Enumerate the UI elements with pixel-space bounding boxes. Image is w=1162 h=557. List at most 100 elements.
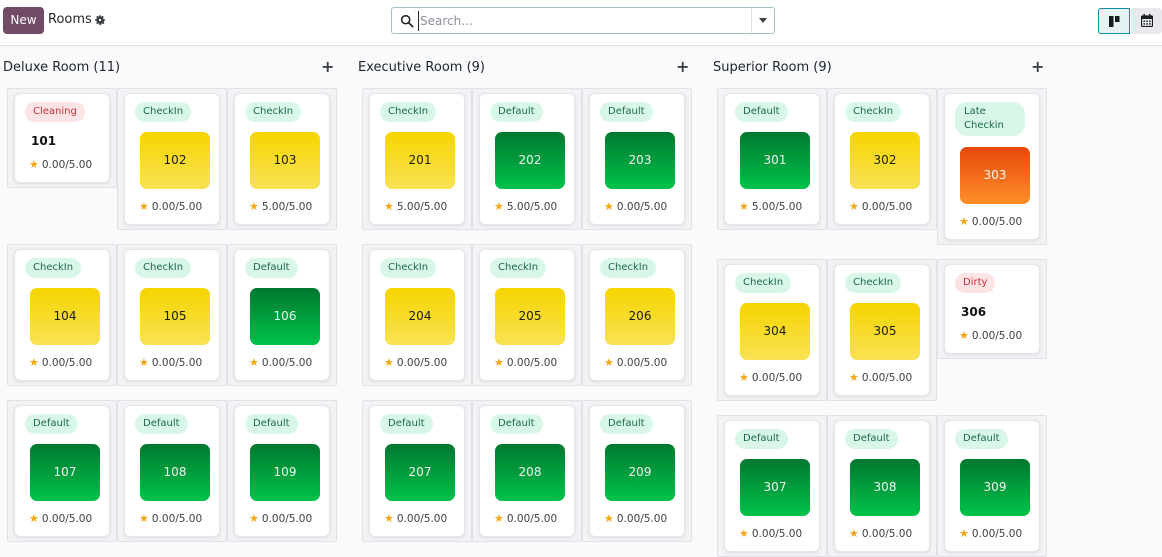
- rating: ★ 0.00/5.00: [29, 512, 92, 525]
- star-icon[interactable]: ★: [604, 512, 614, 525]
- star-icon[interactable]: ★: [494, 356, 504, 369]
- room-tile: 203: [605, 132, 675, 189]
- rating-value: 0.00/5.00: [616, 513, 668, 525]
- room-card[interactable]: Default 107 ★ 0.00/5.00: [14, 405, 110, 537]
- chevron-down-icon[interactable]: [759, 18, 767, 23]
- room-card[interactable]: Default 309 ★ 0.00/5.00: [944, 420, 1040, 552]
- status-badge: CheckIn: [735, 273, 792, 293]
- room-tile: 302: [850, 132, 920, 189]
- status-badge: CheckIn: [845, 102, 902, 122]
- star-icon[interactable]: ★: [959, 527, 969, 540]
- star-icon[interactable]: ★: [849, 200, 859, 213]
- search-input[interactable]: [418, 11, 748, 31]
- room-card[interactable]: CheckIn 105 ★ 0.00/5.00: [124, 249, 220, 381]
- add-card-button[interactable]: +: [321, 57, 335, 76]
- room-card[interactable]: Default 307 ★ 0.00/5.00: [724, 420, 820, 552]
- rating: ★ 0.00/5.00: [604, 356, 667, 369]
- star-icon[interactable]: ★: [959, 215, 969, 228]
- room-card[interactable]: Default 202 ★ 5.00/5.00: [479, 93, 575, 225]
- rating-value: 0.00/5.00: [41, 357, 93, 369]
- star-icon[interactable]: ★: [29, 356, 39, 369]
- kanban-view-button[interactable]: [1098, 8, 1130, 34]
- star-icon[interactable]: ★: [139, 200, 149, 213]
- star-icon[interactable]: ★: [139, 356, 149, 369]
- status-badge: Default: [245, 414, 298, 434]
- room-card[interactable]: CheckIn 304 ★ 0.00/5.00: [724, 264, 820, 396]
- star-icon[interactable]: ★: [959, 329, 969, 342]
- star-icon[interactable]: ★: [849, 371, 859, 384]
- star-icon[interactable]: ★: [29, 512, 39, 525]
- room-number: 101: [31, 134, 57, 148]
- room-card[interactable]: Default 109 ★ 0.00/5.00: [234, 405, 330, 537]
- room-card[interactable]: CheckIn 205 ★ 0.00/5.00: [479, 249, 575, 381]
- star-icon[interactable]: ★: [249, 512, 259, 525]
- rating-value: 0.00/5.00: [151, 357, 203, 369]
- calendar-icon: [1141, 14, 1153, 27]
- rating: ★ 0.00/5.00: [604, 512, 667, 525]
- status-badge: Default: [245, 258, 298, 278]
- rating: ★ 5.00/5.00: [494, 200, 557, 213]
- room-card[interactable]: CheckIn 103 ★ 5.00/5.00: [234, 93, 330, 225]
- star-icon[interactable]: ★: [29, 158, 39, 171]
- room-card[interactable]: CheckIn 104 ★ 0.00/5.00: [14, 249, 110, 381]
- star-icon[interactable]: ★: [604, 356, 614, 369]
- star-icon[interactable]: ★: [384, 200, 394, 213]
- room-card[interactable]: Cleaning 101 ★ 0.00/5.00: [14, 93, 110, 183]
- room-card[interactable]: CheckIn 305 ★ 0.00/5.00: [834, 264, 930, 396]
- room-card[interactable]: Default 208 ★ 0.00/5.00: [479, 405, 575, 537]
- room-card[interactable]: Default 106 ★ 0.00/5.00: [234, 249, 330, 381]
- star-icon[interactable]: ★: [249, 200, 259, 213]
- status-badge: Default: [845, 429, 898, 449]
- room-tile: 107: [30, 444, 100, 501]
- room-card[interactable]: CheckIn 201 ★ 5.00/5.00: [369, 93, 465, 225]
- room-number: 306: [961, 305, 987, 319]
- room-card[interactable]: CheckIn 302 ★ 0.00/5.00: [834, 93, 930, 225]
- rating-value: 0.00/5.00: [396, 513, 448, 525]
- room-card[interactable]: Default 301 ★ 5.00/5.00: [724, 93, 820, 225]
- room-tile: 202: [495, 132, 565, 189]
- column-title: Executive Room (9): [358, 60, 485, 75]
- star-icon[interactable]: ★: [494, 200, 504, 213]
- room-card[interactable]: Default 209 ★ 0.00/5.00: [589, 405, 685, 537]
- rating: ★ 0.00/5.00: [29, 158, 92, 171]
- star-icon[interactable]: ★: [139, 512, 149, 525]
- room-card[interactable]: Default 203 ★ 0.00/5.00: [589, 93, 685, 225]
- star-icon[interactable]: ★: [249, 356, 259, 369]
- rating: ★ 0.00/5.00: [139, 512, 202, 525]
- room-card[interactable]: Default 207 ★ 0.00/5.00: [369, 405, 465, 537]
- room-tile: 105: [140, 288, 210, 345]
- star-icon[interactable]: ★: [849, 527, 859, 540]
- status-badge: Dirty: [955, 273, 996, 293]
- search-icon: [400, 14, 414, 28]
- gear-icon[interactable]: [94, 14, 106, 26]
- room-card[interactable]: CheckIn 204 ★ 0.00/5.00: [369, 249, 465, 381]
- rating-value: 0.00/5.00: [41, 513, 93, 525]
- star-icon[interactable]: ★: [384, 512, 394, 525]
- room-card[interactable]: CheckIn 206 ★ 0.00/5.00: [589, 249, 685, 381]
- rating-value: 0.00/5.00: [261, 357, 313, 369]
- room-card[interactable]: Default 108 ★ 0.00/5.00: [124, 405, 220, 537]
- star-icon[interactable]: ★: [494, 512, 504, 525]
- status-badge: Default: [735, 102, 788, 122]
- room-card[interactable]: CheckIn 102 ★ 0.00/5.00: [124, 93, 220, 225]
- room-tile: 205: [495, 288, 565, 345]
- star-icon[interactable]: ★: [739, 527, 749, 540]
- star-icon[interactable]: ★: [604, 200, 614, 213]
- star-icon[interactable]: ★: [384, 356, 394, 369]
- room-card[interactable]: Dirty 306 ★ 0.00/5.00: [944, 264, 1040, 354]
- new-button[interactable]: New: [3, 7, 44, 34]
- kanban-icon: [1109, 16, 1120, 27]
- star-icon[interactable]: ★: [739, 200, 749, 213]
- rating-value: 0.00/5.00: [861, 201, 913, 213]
- star-icon[interactable]: ★: [739, 371, 749, 384]
- room-tile: 201: [385, 132, 455, 189]
- rating-value: 5.00/5.00: [751, 201, 803, 213]
- add-card-button[interactable]: +: [1031, 57, 1045, 76]
- room-card[interactable]: Default 308 ★ 0.00/5.00: [834, 420, 930, 552]
- status-badge: Default: [490, 102, 543, 122]
- room-tile: 308: [850, 459, 920, 516]
- room-card[interactable]: Late Checkin 303 ★ 0.00/5.00: [944, 93, 1040, 240]
- rating-value: 0.00/5.00: [151, 201, 203, 213]
- add-card-button[interactable]: +: [676, 57, 690, 76]
- calendar-view-button[interactable]: [1131, 8, 1162, 34]
